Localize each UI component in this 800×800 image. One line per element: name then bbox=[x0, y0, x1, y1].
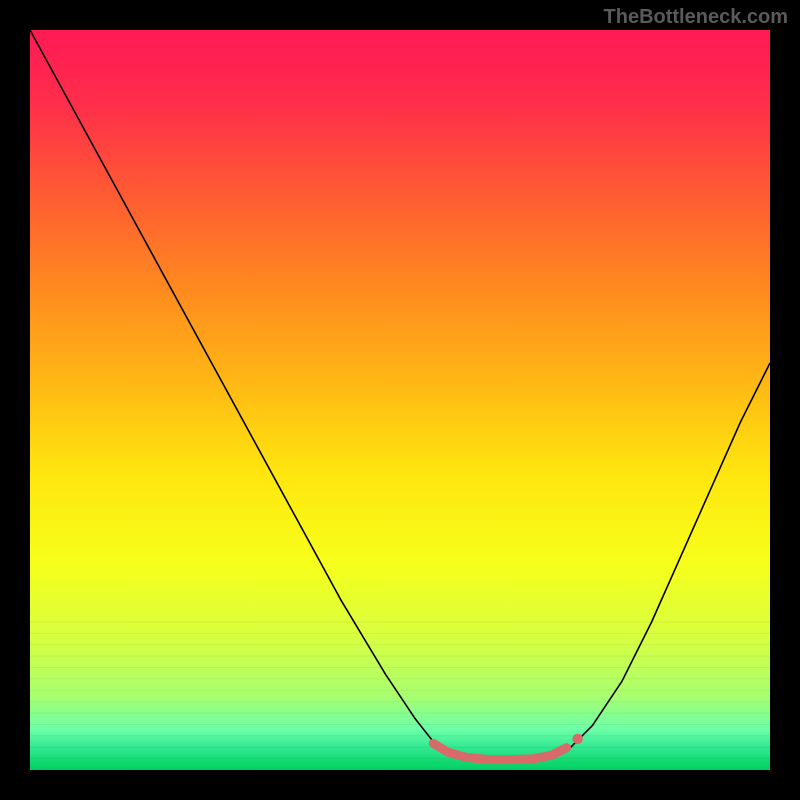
watermark-text: TheBottleneck.com bbox=[604, 6, 788, 29]
gradient-background bbox=[30, 30, 770, 770]
bottleneck-chart bbox=[0, 0, 800, 800]
chart-container: TheBottleneck.com bbox=[0, 0, 800, 800]
marker-dot bbox=[572, 734, 582, 744]
